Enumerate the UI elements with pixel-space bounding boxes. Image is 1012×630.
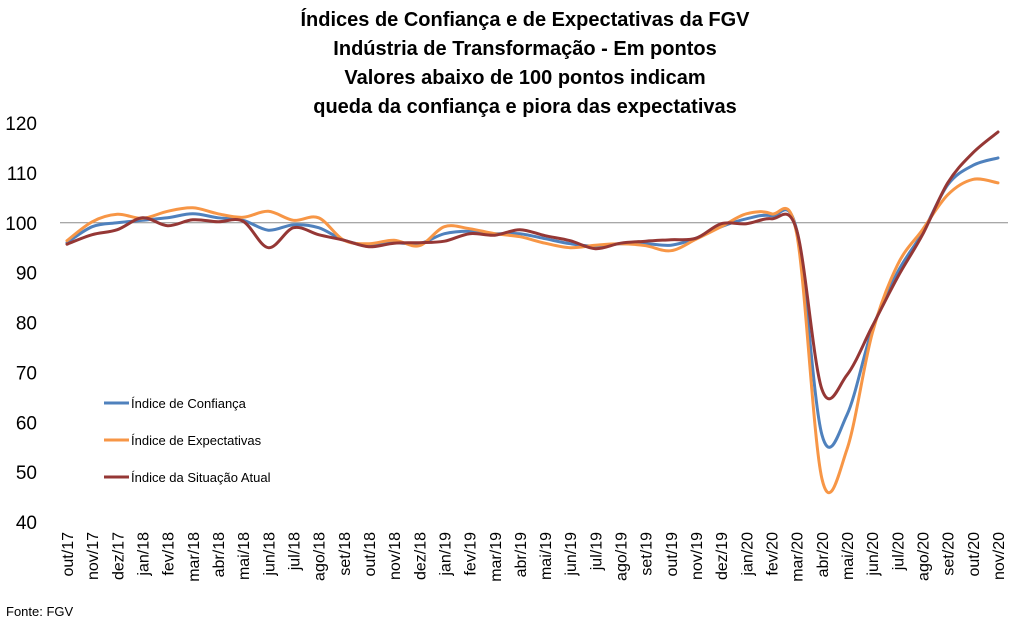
y-tick-label: 110 xyxy=(7,164,37,185)
series-line-3 xyxy=(65,130,1000,401)
x-tick-label: dez/17 xyxy=(110,532,127,580)
x-tick-label: jan/20 xyxy=(739,532,756,577)
y-tick-label: 40 xyxy=(16,513,37,534)
legend-label-1: Índice de Confiança xyxy=(131,396,247,411)
x-tick-label: fev/19 xyxy=(463,532,480,576)
x-tick-label: set/19 xyxy=(639,532,656,576)
title-line-3: Valores abaixo de 100 pontos indicam xyxy=(344,67,706,89)
x-tick-label: out/20 xyxy=(966,532,983,577)
x-tick-label: out/19 xyxy=(664,532,681,577)
x-tick-label: fev/20 xyxy=(765,532,782,576)
x-tick-label: jun/18 xyxy=(261,532,278,577)
x-tick-label: dez/19 xyxy=(714,532,731,580)
x-tick-label: fev/18 xyxy=(161,532,178,576)
x-tick-label: out/18 xyxy=(362,532,379,577)
x-tick-label: nov/17 xyxy=(85,532,102,580)
x-tick-label: out/17 xyxy=(60,532,77,577)
x-tick-label: set/18 xyxy=(337,532,354,576)
x-tick-label: jul/18 xyxy=(286,532,303,571)
y-tick-label: 90 xyxy=(16,264,37,285)
y-tick-label: 120 xyxy=(5,114,37,135)
x-tick-label: jul/19 xyxy=(588,532,605,571)
y-tick-label: 50 xyxy=(16,463,37,484)
legend-label-3: Índice da Situação Atual xyxy=(131,470,271,485)
x-tick-label: nov/20 xyxy=(991,532,1008,580)
y-tick-label: 80 xyxy=(16,314,37,335)
chart-title: Índices de Confiança e de Expectativas d… xyxy=(0,6,1012,122)
y-tick-label: 100 xyxy=(5,214,37,235)
x-tick-label: ago/19 xyxy=(614,532,631,581)
x-tick-label: abr/19 xyxy=(513,532,530,577)
title-line-2: Indústria de Transformação - Em pontos xyxy=(333,38,717,60)
x-tick-label: ago/20 xyxy=(916,532,933,581)
x-tick-label: ago/18 xyxy=(312,532,329,581)
series-line-1 xyxy=(65,156,1000,449)
x-tick-label: jun/19 xyxy=(563,532,580,577)
x-tick-label: jun/20 xyxy=(865,532,882,577)
x-tick-label: mar/19 xyxy=(488,532,505,582)
source-note: Fonte: FGV xyxy=(6,604,74,619)
x-tick-label: mai/19 xyxy=(538,532,555,580)
y-tick-label: 60 xyxy=(16,413,37,434)
x-tick-label: dez/18 xyxy=(412,532,429,580)
x-tick-label: nov/19 xyxy=(689,532,706,580)
x-tick-label: mai/20 xyxy=(840,532,857,580)
x-tick-label: nov/18 xyxy=(387,532,404,580)
x-tick-label: abr/18 xyxy=(211,532,228,577)
x-tick-label: set/20 xyxy=(941,532,958,576)
y-tick-label: 70 xyxy=(16,363,37,384)
title-line-4: queda da confiança e piora das expectati… xyxy=(313,96,737,118)
x-tick-label: mar/20 xyxy=(790,532,807,582)
x-tick-label: jul/20 xyxy=(890,532,907,571)
x-tick-label: mai/18 xyxy=(236,532,253,580)
series-line-2 xyxy=(65,177,1000,495)
legend-label-2: Índice de Expectativas xyxy=(131,433,262,448)
x-tick-label: jan/18 xyxy=(135,532,152,577)
x-tick-label: jan/19 xyxy=(437,532,454,577)
title-line-1: Índices de Confiança e de Expectativas d… xyxy=(300,9,750,31)
x-tick-label: abr/20 xyxy=(815,532,832,577)
x-tick-label: mar/18 xyxy=(186,532,203,582)
